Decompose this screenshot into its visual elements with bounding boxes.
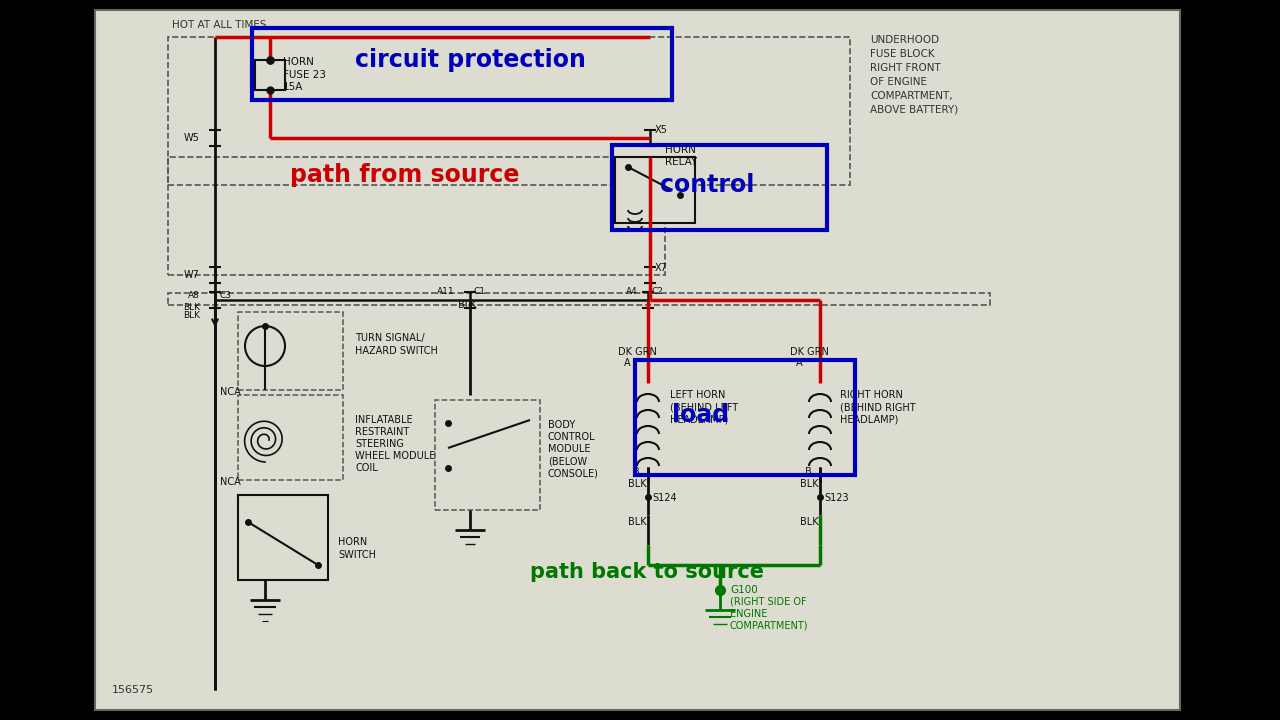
Text: UNDERHOOD: UNDERHOOD: [870, 35, 940, 45]
Text: B: B: [634, 467, 640, 477]
Text: WHEEL MODULE: WHEEL MODULE: [355, 451, 435, 461]
Text: STEERING: STEERING: [355, 439, 404, 449]
Text: BLK: BLK: [183, 304, 200, 312]
Bar: [238, 495, 328, 580]
Text: CONSOLE): CONSOLE): [548, 468, 599, 478]
Text: BLK: BLK: [628, 479, 646, 489]
Text: ABOVE BATTERY): ABOVE BATTERY): [870, 105, 959, 115]
Text: path back to source: path back to source: [530, 562, 764, 582]
Text: W5: W5: [184, 133, 200, 143]
Text: HEADLAMP): HEADLAMP): [669, 414, 728, 424]
Text: 156575: 156575: [113, 685, 154, 695]
Text: INFLATABLE: INFLATABLE: [355, 415, 412, 425]
Text: A: A: [625, 358, 631, 368]
Text: (RIGHT SIDE OF: (RIGHT SIDE OF: [730, 597, 806, 607]
Text: ENGINE: ENGINE: [730, 609, 768, 619]
Text: C2: C2: [652, 287, 664, 297]
Text: NCA: NCA: [220, 387, 241, 397]
Text: A11: A11: [438, 287, 454, 297]
Bar: [255, 60, 285, 90]
Text: COMPARTMENT,: COMPARTMENT,: [870, 91, 952, 101]
Text: load: load: [672, 403, 730, 427]
Text: circuit protection: circuit protection: [355, 48, 586, 72]
Text: NCA: NCA: [220, 477, 241, 487]
Text: A8: A8: [188, 290, 200, 300]
Text: W7: W7: [184, 270, 200, 280]
Text: (BEHIND LEFT: (BEHIND LEFT: [669, 402, 739, 412]
Text: C3: C3: [220, 290, 232, 300]
Text: MODULE: MODULE: [548, 444, 590, 454]
Bar: [95, 10, 1180, 710]
Text: HEADLAMP): HEADLAMP): [840, 414, 899, 424]
Text: C1: C1: [474, 287, 486, 297]
Bar: [238, 395, 343, 480]
Text: path from source: path from source: [291, 163, 520, 187]
Text: BLK: BLK: [183, 310, 200, 320]
Bar: [168, 157, 666, 275]
Bar: [614, 157, 695, 223]
Text: S124: S124: [652, 493, 677, 503]
Text: CONTROL: CONTROL: [548, 432, 595, 442]
Text: control: control: [660, 173, 754, 197]
Text: DK GRN: DK GRN: [618, 347, 657, 357]
Bar: [612, 145, 827, 230]
Text: RESTRAINT: RESTRAINT: [355, 427, 410, 437]
Text: 15A: 15A: [283, 82, 303, 92]
Bar: [168, 293, 989, 305]
Text: S123: S123: [824, 493, 849, 503]
Text: BLK: BLK: [800, 479, 819, 489]
Text: BLK: BLK: [800, 517, 819, 527]
Text: BLK: BLK: [628, 517, 646, 527]
Text: X7: X7: [655, 263, 668, 273]
Text: A4: A4: [626, 287, 637, 297]
Text: FUSE 23: FUSE 23: [283, 70, 326, 80]
Text: HORN: HORN: [283, 57, 314, 67]
Bar: [238, 312, 343, 390]
Bar: [435, 400, 540, 510]
Bar: [252, 28, 672, 100]
Text: RIGHT HORN: RIGHT HORN: [840, 390, 902, 400]
Text: X5: X5: [655, 125, 668, 135]
Text: BODY: BODY: [548, 420, 575, 430]
Bar: [168, 37, 850, 185]
Bar: [635, 360, 855, 475]
Text: COIL: COIL: [355, 463, 378, 473]
Text: (BEHIND RIGHT: (BEHIND RIGHT: [840, 402, 915, 412]
Text: A: A: [796, 358, 803, 368]
Text: LEFT HORN: LEFT HORN: [669, 390, 726, 400]
Text: HORN: HORN: [666, 145, 696, 155]
Text: HOT AT ALL TIMES: HOT AT ALL TIMES: [172, 20, 266, 30]
Text: OF ENGINE: OF ENGINE: [870, 77, 927, 87]
Text: B: B: [805, 467, 812, 477]
Text: (BELOW: (BELOW: [548, 456, 588, 466]
Text: HORN: HORN: [338, 537, 367, 547]
Text: RELAY: RELAY: [666, 157, 698, 167]
Text: RIGHT FRONT: RIGHT FRONT: [870, 63, 941, 73]
Text: SWITCH: SWITCH: [338, 550, 376, 560]
Text: FUSE BLOCK: FUSE BLOCK: [870, 49, 934, 59]
Text: COMPARTMENT): COMPARTMENT): [730, 621, 809, 631]
Text: BLK: BLK: [458, 300, 476, 310]
Text: TURN SIGNAL/: TURN SIGNAL/: [355, 333, 425, 343]
Text: HAZARD SWITCH: HAZARD SWITCH: [355, 346, 438, 356]
Text: G100: G100: [730, 585, 758, 595]
Text: DK GRN: DK GRN: [790, 347, 829, 357]
